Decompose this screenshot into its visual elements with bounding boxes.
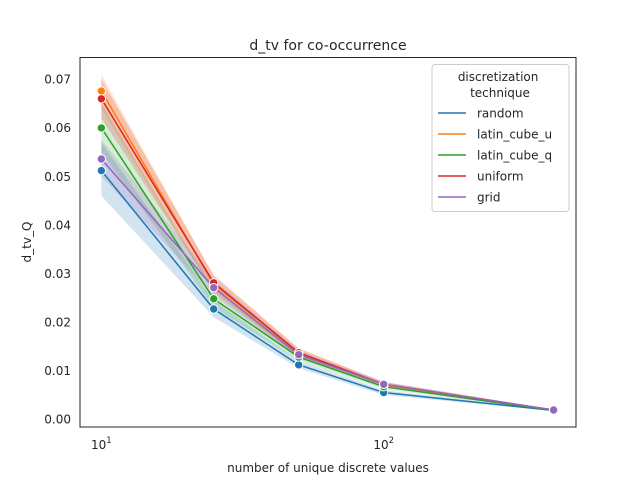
y-tick-label: 0.05 bbox=[44, 170, 71, 184]
legend-item-grid: grid bbox=[438, 190, 501, 204]
series-points bbox=[96, 86, 559, 416]
band-latin-cube-u bbox=[101, 74, 554, 411]
point-grid bbox=[548, 405, 559, 415]
band-uniform bbox=[101, 79, 554, 411]
legend-label: latin_cube_u bbox=[477, 127, 552, 141]
band-random bbox=[101, 142, 554, 411]
x-tick-label: 101 bbox=[91, 436, 112, 452]
point-latin-cube-u bbox=[96, 86, 107, 96]
legend: discretization technique random latin_cub… bbox=[431, 64, 570, 212]
legend-title-line-2: technique bbox=[470, 86, 530, 100]
confidence-bands bbox=[101, 74, 554, 411]
x-axis-ticks: 101 102 bbox=[91, 436, 394, 452]
y-tick-label: 0.01 bbox=[44, 364, 71, 378]
y-tick-label: 0.06 bbox=[44, 121, 71, 135]
legend-item-uniform: uniform bbox=[438, 169, 524, 183]
legend-item-random: random bbox=[438, 106, 524, 120]
point-latin-cube-q bbox=[96, 123, 107, 133]
y-axis-label: d_tv_Q bbox=[20, 222, 34, 263]
point-uniform bbox=[96, 94, 107, 104]
legend-label: uniform bbox=[477, 169, 524, 183]
point-grid bbox=[378, 379, 389, 389]
plot-frame bbox=[79, 57, 577, 428]
point-grid bbox=[294, 349, 304, 360]
y-tick-label: 0.02 bbox=[44, 315, 71, 329]
legend-label: random bbox=[477, 106, 524, 120]
x-axis-label: number of unique discrete values bbox=[227, 461, 429, 475]
legend-item-latin-cube-u: latin_cube_u bbox=[438, 127, 552, 141]
chart-title: d_tv for co-occurrence bbox=[249, 38, 406, 54]
point-random bbox=[294, 360, 304, 370]
legend-title: discretization technique bbox=[458, 70, 542, 100]
y-axis-ticks: 0.00 0.01 0.02 0.03 0.04 0.05 0.06 0.07 bbox=[44, 73, 71, 427]
band-latin-cube-q bbox=[101, 103, 554, 411]
legend-label: latin_cube_q bbox=[477, 148, 552, 162]
point-random bbox=[96, 165, 107, 176]
legend-title-line-1: discretization bbox=[458, 70, 539, 84]
legend-item-latin-cube-q: latin_cube_q bbox=[438, 148, 552, 162]
point-grid bbox=[96, 154, 107, 164]
legend-box bbox=[431, 64, 570, 212]
y-tick-label: 0.07 bbox=[44, 73, 71, 87]
legend-label: grid bbox=[477, 190, 501, 204]
y-tick-label: 0.00 bbox=[44, 413, 71, 427]
point-latin-cube-q bbox=[209, 294, 219, 304]
y-tick-label: 0.04 bbox=[44, 218, 71, 232]
point-grid bbox=[209, 282, 219, 293]
point-random bbox=[209, 304, 219, 314]
y-tick-label: 0.03 bbox=[44, 267, 71, 281]
x-tick-label: 102 bbox=[373, 436, 394, 452]
